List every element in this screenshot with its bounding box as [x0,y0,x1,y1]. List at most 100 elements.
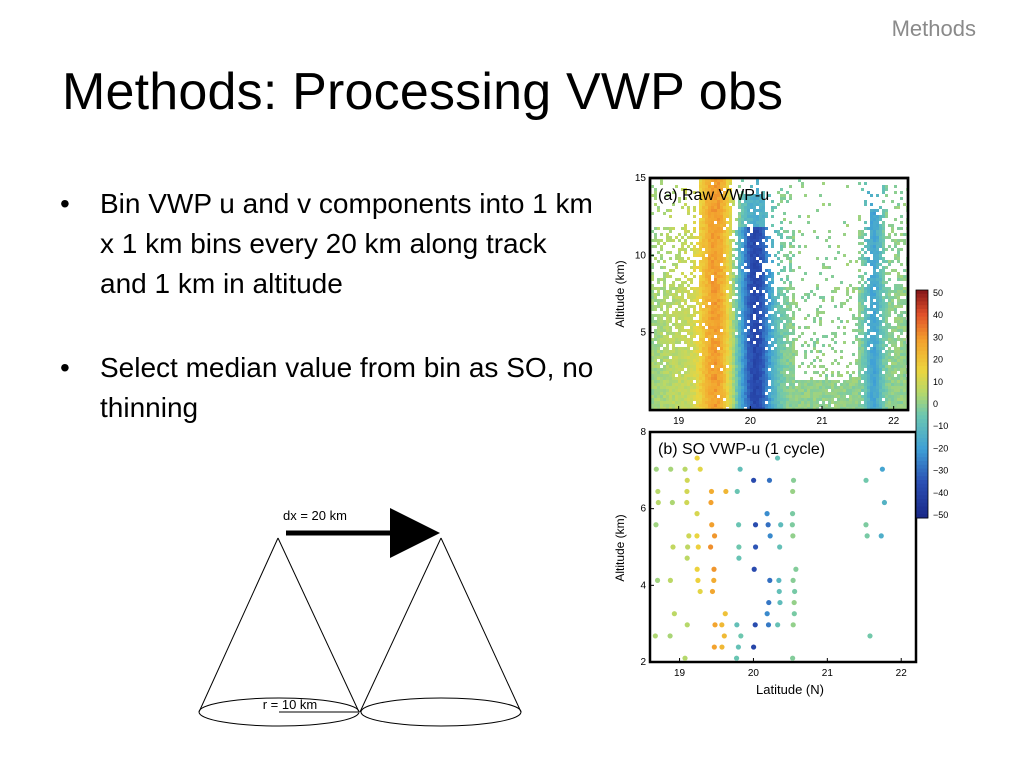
heatmap-cell [684,224,687,227]
heatmap-cell [903,233,906,236]
heatmap-cell [864,317,867,320]
heatmap-cell [798,335,801,338]
heatmap-cell [759,377,762,380]
heatmap-cell [873,314,876,317]
heatmap-cell [747,251,750,254]
heatmap-cell [771,350,774,353]
heatmap-cell [759,383,762,386]
heatmap-cell [885,356,888,359]
heatmap-cell [708,293,711,296]
heatmap-cell [894,356,897,359]
heatmap-cell [723,284,726,287]
heatmap-cell [768,302,771,305]
heatmap-cell [729,377,732,380]
heatmap-cell [741,365,744,368]
heatmap-cell [846,407,849,410]
heatmap-cell [717,254,720,257]
heatmap-cell [738,257,741,260]
heatmap-cell [822,344,825,347]
heatmap-cell [870,320,873,323]
heatmap-cell [807,392,810,395]
heatmap-cell [792,302,795,305]
heatmap-cell [876,356,879,359]
heatmap-cell [873,221,876,224]
heatmap-cell [759,308,762,311]
heatmap-cell [882,212,885,215]
heatmap-cell [900,365,903,368]
heatmap-cell [714,272,717,275]
heatmap-cell [783,407,786,410]
heatmap-cell [813,389,816,392]
heatmap-cell [681,338,684,341]
heatmap-cell [879,353,882,356]
heatmap-cell [759,335,762,338]
heatmap-cell [798,389,801,392]
heatmap-cell [723,191,726,194]
heatmap-cell [783,245,786,248]
heatmap-cell [678,380,681,383]
heatmap-cell [870,389,873,392]
heatmap-cell [720,269,723,272]
heatmap-cell [837,245,840,248]
heatmap-cell [870,323,873,326]
heatmap-cell [744,320,747,323]
heatmap-cell [720,296,723,299]
colorbar-segment [916,404,928,409]
heatmap-cell [774,362,777,365]
heatmap-cell [858,308,861,311]
heatmap-cell [675,236,678,239]
heatmap-cell [756,398,759,401]
heatmap-cell [816,311,819,314]
heatmap-cell [873,335,876,338]
heatmap-cell [750,239,753,242]
heatmap-cell [831,332,834,335]
heatmap-cell [753,209,756,212]
heatmap-cell [657,371,660,374]
heatmap-cell [723,287,726,290]
heatmap-cell [849,395,852,398]
heatmap-cell [711,248,714,251]
heatmap-cell [720,404,723,407]
heatmap-cell [711,344,714,347]
heatmap-cell [669,353,672,356]
heatmap-cell [681,317,684,320]
heatmap-cell [846,185,849,188]
heatmap-cell [699,401,702,404]
colorbar-segment [916,369,928,375]
heatmap-cell [657,323,660,326]
heatmap-cell [729,398,732,401]
heatmap-cell [819,194,822,197]
heatmap-cell [870,347,873,350]
heatmap-cell [711,266,714,269]
heatmap-cell [870,392,873,395]
heatmap-cell [651,305,654,308]
heatmap-cell [684,389,687,392]
heatmap-cell [861,344,864,347]
heatmap-cell [714,347,717,350]
heatmap-cell [729,251,732,254]
heatmap-cell [720,320,723,323]
heatmap-cell [729,368,732,371]
heatmap-cell [876,392,879,395]
heatmap-cell [768,269,771,272]
heatmap-cell [768,314,771,317]
heatmap-cell [879,227,882,230]
heatmap-cell [816,356,819,359]
heatmap-cell [681,383,684,386]
heatmap-cell [783,299,786,302]
heatmap-cell [798,395,801,398]
heatmap-cell [711,341,714,344]
heatmap-cell [741,215,744,218]
heatmap-cell [696,329,699,332]
heatmap-cell [768,287,771,290]
heatmap-cell [702,380,705,383]
scatter-point [684,488,690,495]
heatmap-cell [891,392,894,395]
heatmap-cell [696,383,699,386]
heatmap-cell [726,212,729,215]
heatmap-cell [849,377,852,380]
heatmap-cell [771,344,774,347]
heatmap-cell [822,404,825,407]
heatmap-cell [711,212,714,215]
